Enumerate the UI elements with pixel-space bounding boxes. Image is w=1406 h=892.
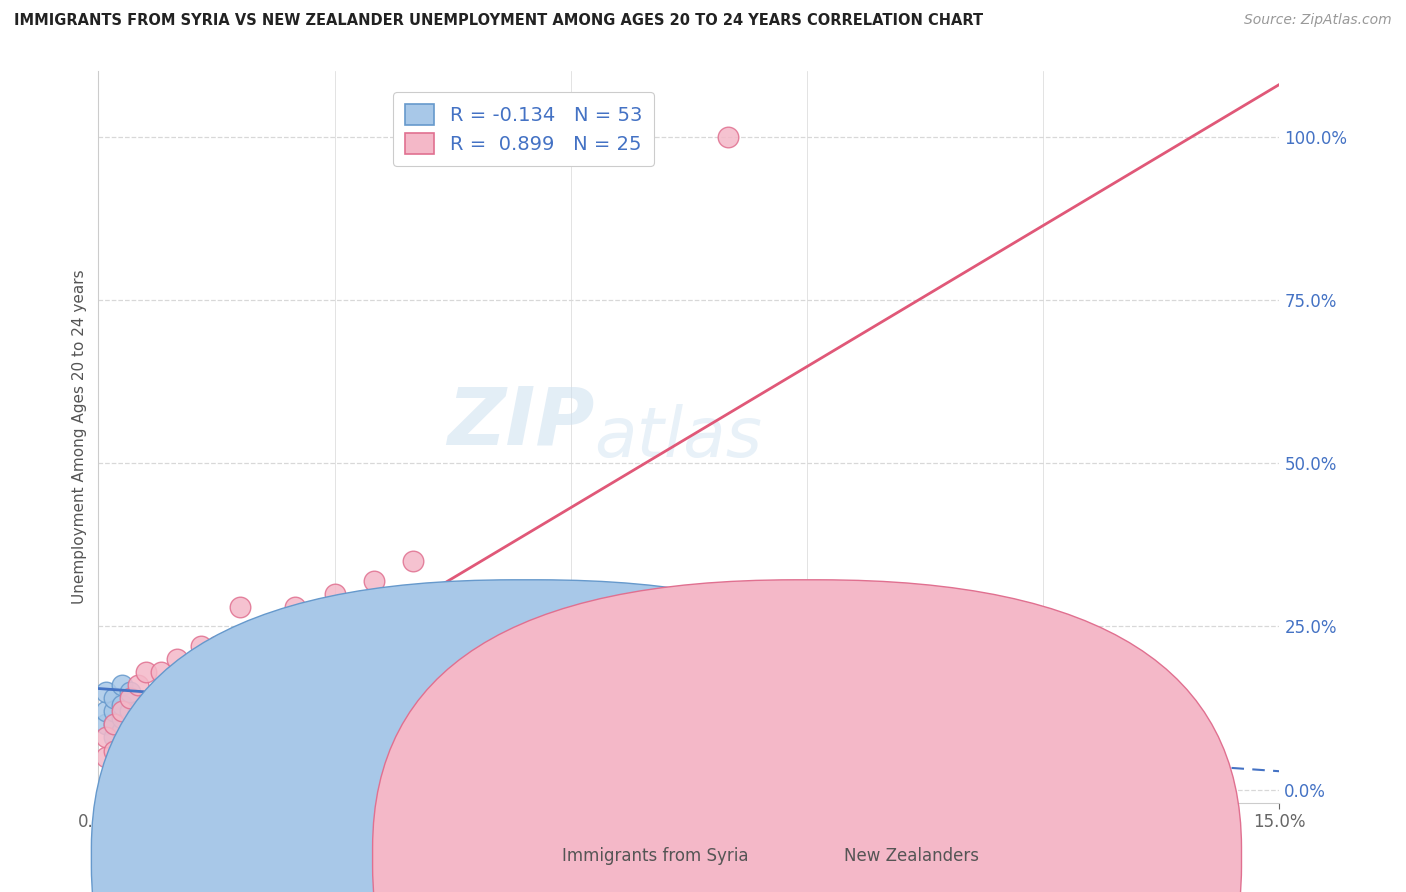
Point [127,717,149,731]
Point [118,731,141,745]
Point [157,711,180,725]
Y-axis label: Unemployment Among Ages 20 to 24 years: Unemployment Among Ages 20 to 24 years [72,269,87,605]
Point [142,705,165,719]
Point [323,723,346,738]
Point [150,723,173,738]
Point [103,717,125,731]
Point [560,731,582,745]
Point [441,737,464,751]
Point [118,685,141,699]
Point [796,756,818,771]
Point [205,723,228,738]
Point [118,723,141,738]
Point [96,750,118,764]
Legend: R = -0.134   N = 53, R =  0.899   N = 25: R = -0.134 N = 53, R = 0.899 N = 25 [394,92,654,166]
Point [481,723,503,738]
Point [118,705,141,719]
Point [135,705,157,719]
Point [127,731,149,745]
Point [205,639,228,653]
Point [1032,756,1054,771]
Point [150,665,173,680]
Point [111,711,134,725]
Point [190,639,212,653]
Point [135,711,157,725]
Point [260,717,283,731]
Point [111,678,134,692]
Point [245,723,267,738]
Point [111,705,134,719]
Point [402,731,425,745]
Point [111,698,134,712]
Point [150,691,173,706]
Point [190,705,212,719]
Text: Immigrants from Syria: Immigrants from Syria [562,847,749,865]
Point [111,737,134,751]
Point [402,554,425,568]
Point [96,731,118,745]
Point [142,691,165,706]
Point [127,705,149,719]
Point [284,723,307,738]
Point [599,737,621,751]
Point [197,717,219,731]
Point [229,731,252,745]
Point [142,717,165,731]
Text: atlas: atlas [595,403,762,471]
Point [135,698,157,712]
Point [118,691,141,706]
Point [111,723,134,738]
Point [717,129,740,144]
Point [103,743,125,757]
Point [756,737,779,751]
Point [717,743,740,757]
Point [363,717,385,731]
Text: New Zealanders: New Zealanders [844,847,979,865]
Point [308,731,330,745]
Point [96,705,118,719]
Point [363,574,385,588]
Point [157,678,180,692]
Point [284,599,307,614]
Point [638,750,661,764]
Point [181,711,204,725]
Point [953,750,976,764]
Point [135,665,157,680]
Point [103,717,125,731]
Point [166,698,188,712]
Point [166,717,188,731]
Point [96,685,118,699]
Point [166,652,188,666]
Point [229,599,252,614]
Point [835,743,858,757]
Text: Source: ZipAtlas.com: Source: ZipAtlas.com [1244,13,1392,28]
Point [214,717,236,731]
Point [103,705,125,719]
Point [221,711,243,725]
Point [127,678,149,692]
Text: ZIP: ZIP [447,384,595,461]
Point [174,665,197,680]
Point [103,691,125,706]
Point [174,723,197,738]
Text: IMMIGRANTS FROM SYRIA VS NEW ZEALANDER UNEMPLOYMENT AMONG AGES 20 TO 24 YEARS CO: IMMIGRANTS FROM SYRIA VS NEW ZEALANDER U… [14,13,983,29]
Point [323,587,346,601]
Point [96,717,118,731]
Point [520,743,543,757]
Point [127,717,149,731]
Point [103,731,125,745]
